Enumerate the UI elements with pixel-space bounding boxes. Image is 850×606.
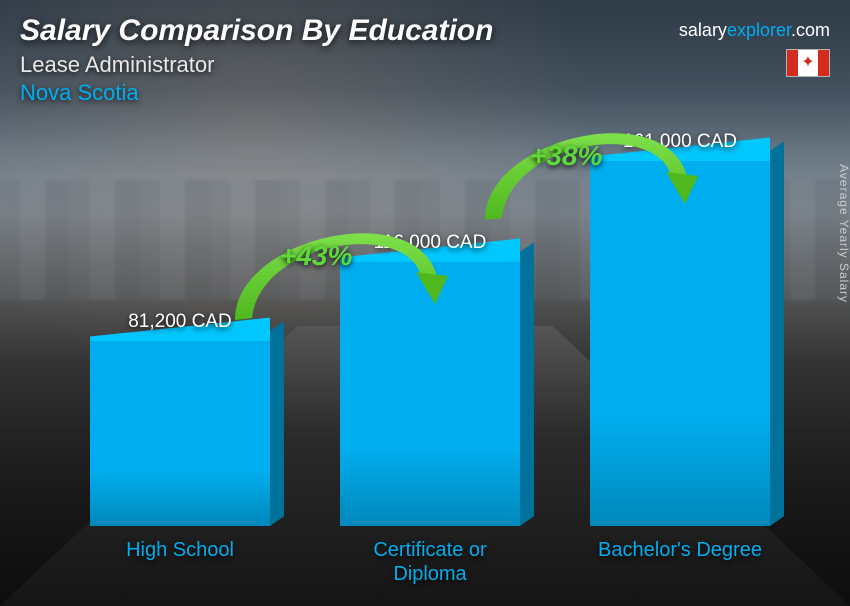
increase-percent-label: +43% [280,240,352,272]
y-axis-label: Average Yearly Salary [837,164,850,303]
brand-text: salaryexplorer.com [679,20,830,40]
bar-chart: 81,200 CADHigh School116,000 CADCertific… [60,110,770,576]
increase-arrow: +43% [210,200,470,355]
bar-group: 81,200 CADHigh School [90,341,270,526]
maple-leaf-icon: ✦ [801,55,814,71]
bar-category-label: Bachelor's Degree [590,538,770,562]
bar-category-label: Certificate or Diploma [340,538,520,586]
arrow-arc-icon [460,100,720,250]
bar-front-face [90,341,270,526]
bar-side-face [770,141,784,526]
increase-percent-label: +38% [530,140,602,172]
bar-category-label: High School [90,538,270,562]
bar-side-face [520,242,534,526]
flag-icon: ✦ [786,49,830,77]
increase-arrow: +38% [460,100,720,255]
brand-block: salaryexplorer.com ✦ [679,20,830,77]
bar: 81,200 CAD [90,341,270,526]
arrow-arc-icon [210,200,470,350]
page-location: Nova Scotia [20,80,830,106]
